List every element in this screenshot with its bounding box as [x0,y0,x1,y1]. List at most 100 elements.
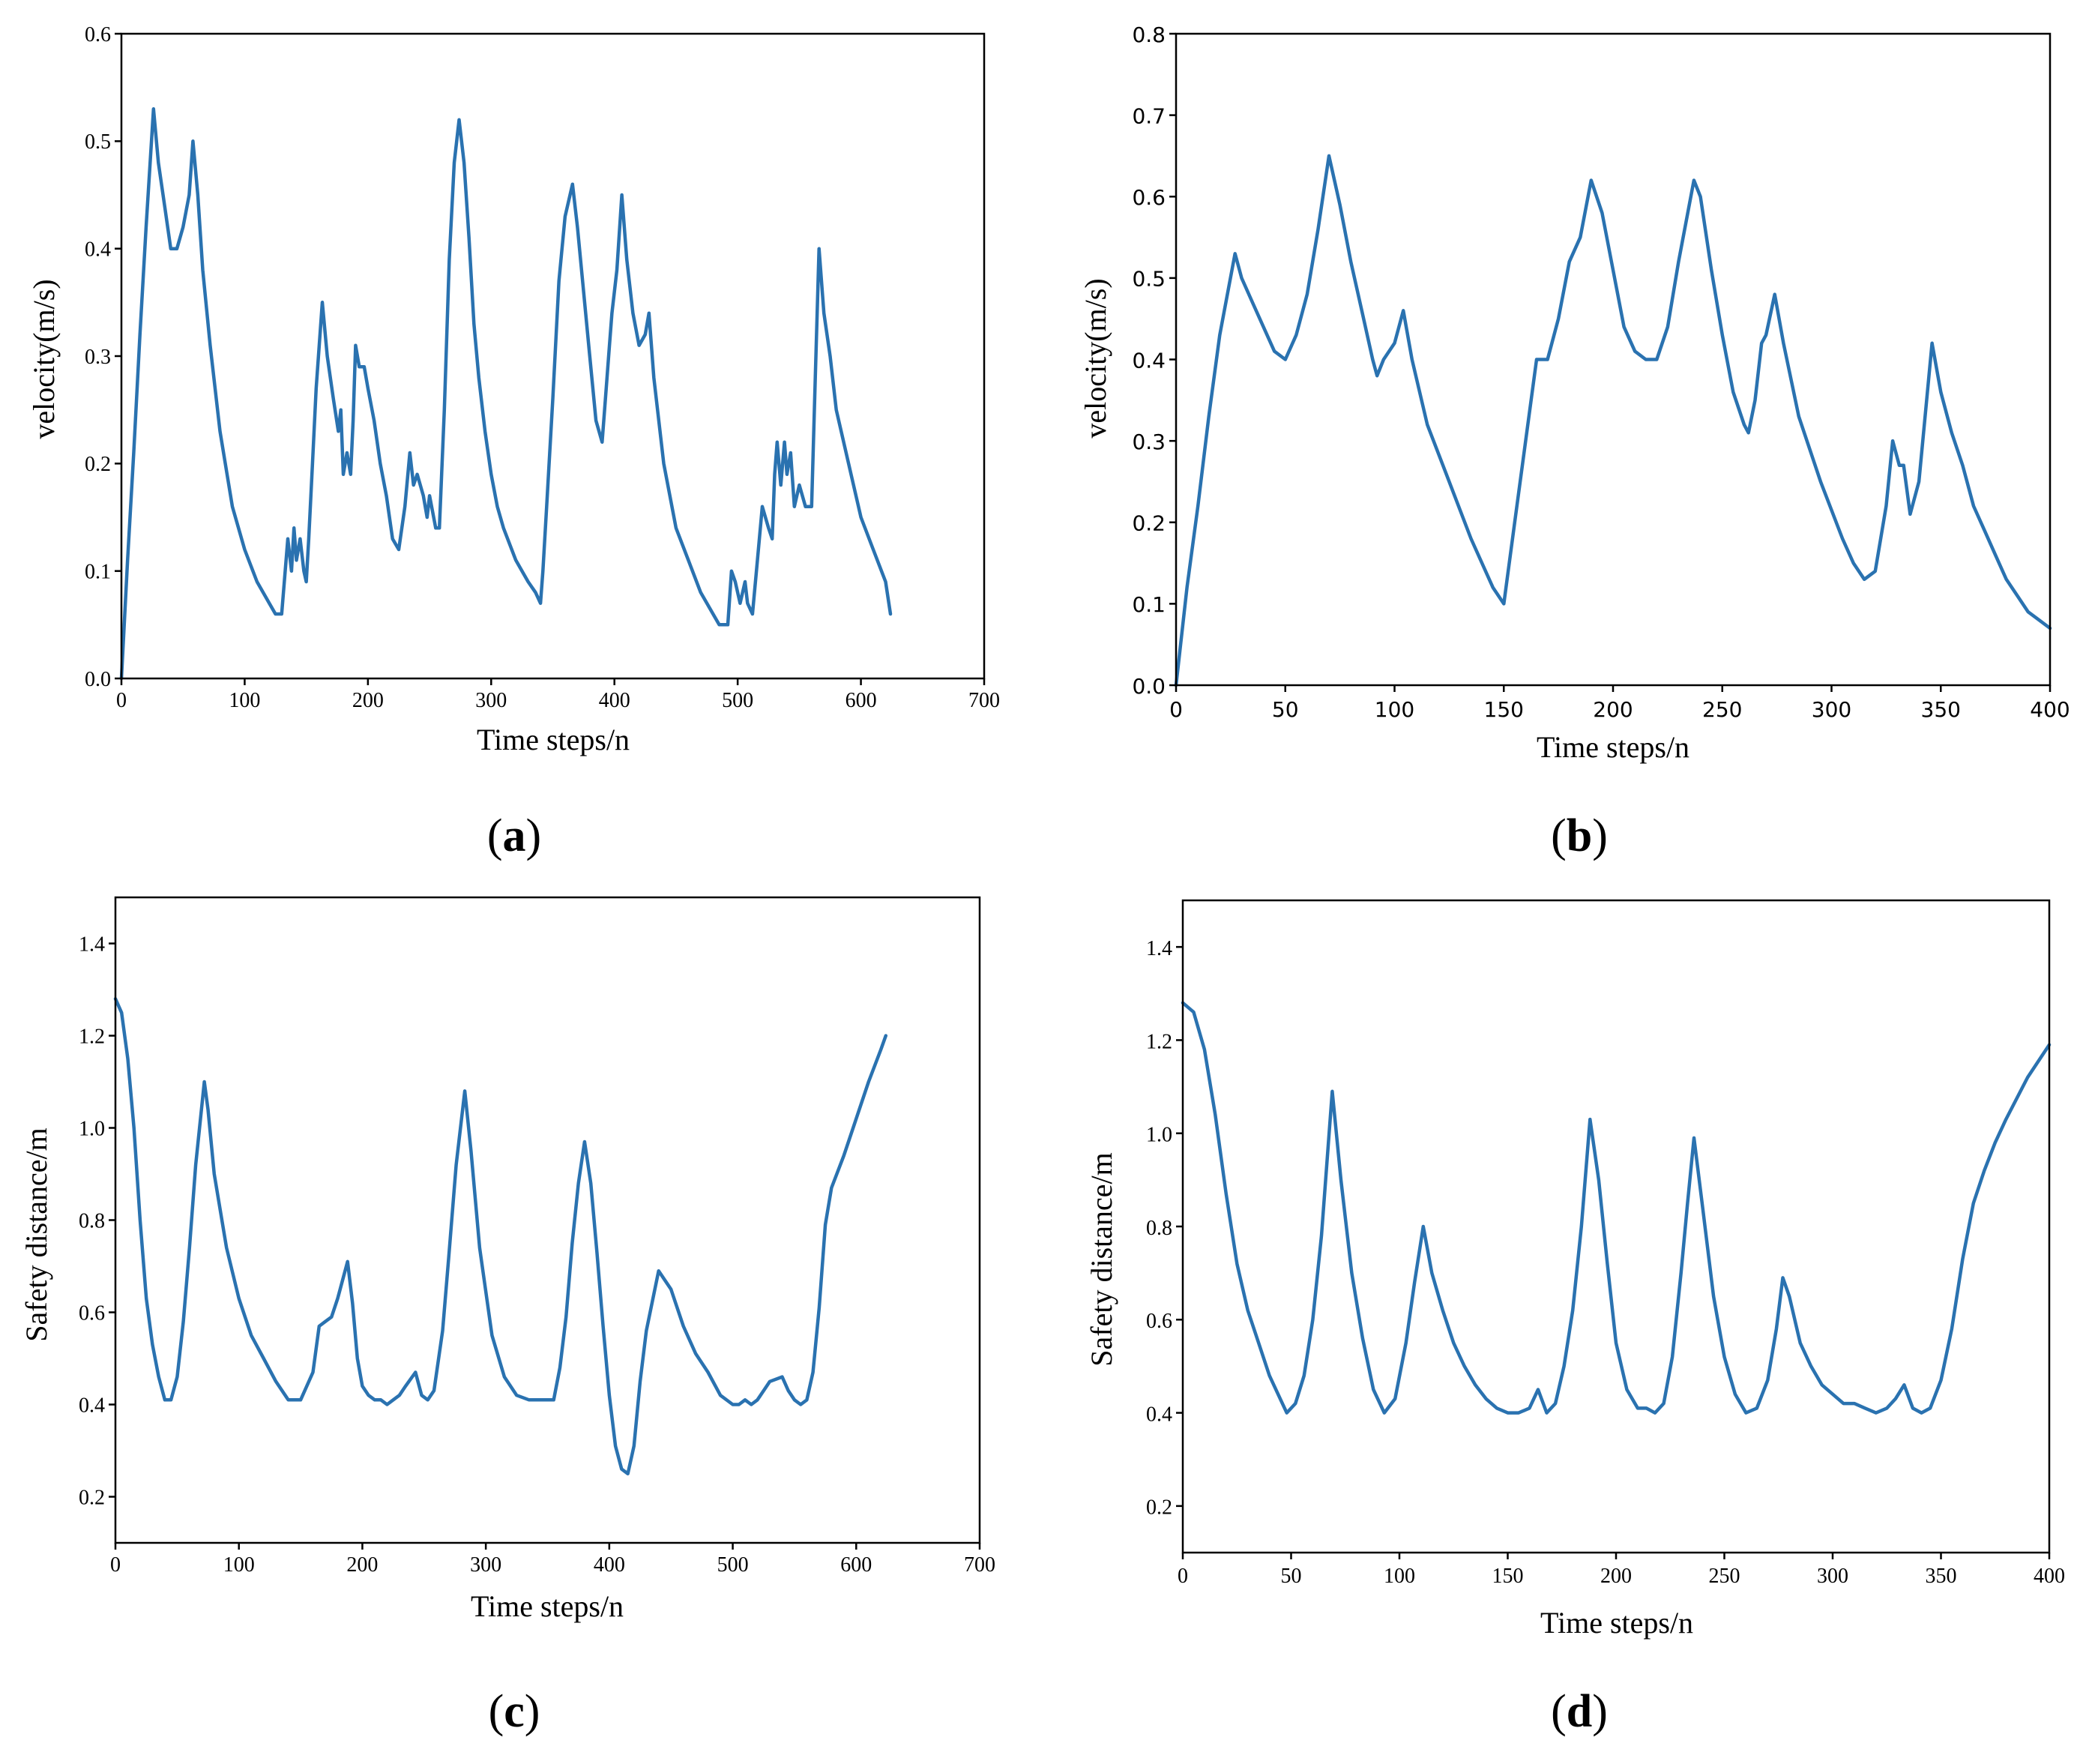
panel-a-caption-letter: a [503,810,526,861]
panel-b-ytick-label: 0.4 [1132,348,1166,373]
panel-c-series-line-0 [113,997,888,1476]
panel-c-xtick-label: 300 [470,1553,501,1577]
panel-b-series [1174,154,2052,687]
panel-d-xtick-label: 200 [1600,1565,1632,1588]
panel-a-xtick-label: 0 [116,689,127,712]
panel-b-ytick-label: 0.0 [1132,674,1166,699]
panel-c-series [113,997,888,1476]
panel-c-ytick-label: 0.6 [79,1301,105,1325]
panel-d-frame [1181,899,2051,1554]
panel-b-xtick-label: 150 [1484,697,1524,722]
panel-d-xtick-label: 400 [2034,1565,2065,1588]
panel-c-ytick-label: 1.0 [79,1117,105,1140]
panel-a-series-line-0 [119,107,893,681]
panel-c-xtick-label: 200 [346,1553,378,1577]
panel-a-axes: 0 100 200 300 400 500 600 700 0.0 0.1 0.2 0.3 0.4 0.5… [85,23,1000,712]
panel-a-xtick-label: 100 [229,689,260,712]
panel-b-ylabel: velocity(m/s) [1079,278,1112,438]
panel-c-caption-letter: c [504,1686,525,1737]
panel-a-ytick-label: 0.5 [85,130,111,154]
panel-b-ytick-label: 0.8 [1132,22,1166,47]
panel-c-ylabel: Safety distance/m [19,1128,53,1341]
panel-d-xtick-label: 350 [1926,1565,1957,1588]
panel-c-ytick-label: 1.4 [79,933,105,956]
panel-d-xlabel: Time steps/n [1540,1606,1693,1640]
panel-c-xtick-label: 400 [594,1553,625,1577]
panel-c-caption: (c) [489,1686,540,1737]
panel-a-xtick-label: 300 [475,689,507,712]
panel-a-xtick-label: 600 [845,689,877,712]
panel-a-ylabel: velocity(m/s) [27,279,61,439]
panel-b-axes: 0 50 100 150 200 250 300 350 400 0.0 0.1 0.2 0.3 0.4 0… [1132,22,2070,722]
panel-b-ytick-label: 0.5 [1132,267,1166,292]
panel-c-xtick-label: 100 [223,1553,255,1577]
panel-c-xtick-label: 600 [840,1553,872,1577]
panel-d-ytick-label: 0.4 [1146,1403,1172,1426]
panel-d-ytick-label: 0.2 [1146,1496,1172,1520]
panel-a-xtick-label: 700 [968,689,1000,712]
panel-b-xtick-label: 100 [1375,697,1414,722]
panel-d-ytick-label: 1.4 [1146,937,1172,960]
panel-d-axes: 0 50 100 150 200 250 300 350 400 0.2 0.4 0.6 0.8 1.0 1… [1146,899,2065,1588]
panel-d-series-line-0 [1181,1001,2052,1415]
panel-a-ytick-label: 0.0 [85,668,111,691]
panel-c-axes: 0 100 200 300 400 500 600 700 0.2 0.4 0.6 0.8 1.0 1.2… [79,896,995,1577]
panel-a-series [119,107,893,681]
panel-d-ytick-label: 0.6 [1146,1310,1172,1333]
panel-b-xtick-label: 400 [2030,697,2070,722]
panel-d: 0 50 100 150 200 250 300 350 400 0.2 0.4 0.6 0.8 1.0 1… [1085,899,2065,1737]
panel-c-ytick-label: 0.4 [79,1394,105,1417]
panel-b-caption: (b) [1551,810,1608,861]
panel-a-ytick-label: 0.6 [85,23,111,46]
panel-c-xtick-label: 0 [110,1553,121,1577]
panel-a-xtick-label: 200 [352,689,384,712]
panel-d-xtick-label: 300 [1817,1565,1848,1588]
panel-a-ytick-label: 0.4 [85,238,111,261]
panel-d-series [1181,1001,2052,1415]
panel-b-ytick-label: 0.2 [1132,511,1166,536]
panel-b-ytick-label: 0.1 [1132,592,1166,617]
panel-a-ytick-label: 0.1 [85,560,111,583]
panel-b-xtick-label: 300 [1812,697,1851,722]
panel-a-frame [120,32,986,680]
panel-c: 0 100 200 300 400 500 600 700 0.2 0.4 0.6 0.8 1.0 1.2… [19,896,995,1737]
panel-a-ytick-label: 0.3 [85,346,111,369]
panel-b-series-line-0 [1174,154,2052,687]
panel-c-xlabel: Time steps/n [471,1589,624,1623]
panel-b-ytick-label: 0.6 [1132,185,1166,210]
panel-a-caption: (a) [487,810,541,861]
panel-d-xtick-label: 50 [1281,1565,1302,1588]
panel-d-ylabel: Safety distance/m [1085,1152,1118,1366]
panel-c-ytick-label: 1.2 [79,1025,105,1048]
panel-c-ytick-label: 0.2 [79,1486,105,1509]
panel-b-xtick-label: 50 [1272,697,1299,722]
panel-b-ytick-label: 0.7 [1132,103,1166,128]
panel-c-xtick-label: 500 [717,1553,749,1577]
panel-b-caption-letter: b [1567,810,1592,861]
panel-d-ytick-label: 1.2 [1146,1030,1172,1053]
panel-a: 0 100 200 300 400 500 600 700 0.0 0.1 0.2 0.3 0.4 0.5… [27,23,1000,861]
panel-d-ytick-label: 1.0 [1146,1124,1172,1147]
panel-b-ytick-label: 0.3 [1132,430,1166,454]
panel-d-caption-letter: d [1567,1686,1592,1737]
panel-d-caption: (d) [1551,1686,1608,1737]
panel-d-xtick-label: 0 [1178,1565,1188,1588]
panel-d-xtick-label: 100 [1384,1565,1415,1588]
panel-c-frame [114,896,981,1544]
panel-b-frame [1175,32,2052,687]
panel-d-xtick-label: 250 [1709,1565,1740,1588]
panel-b-xtick-label: 200 [1593,697,1633,722]
panel-d-xtick-label: 150 [1492,1565,1524,1588]
panel-b-xtick-label: 250 [1702,697,1742,722]
panel-c-xtick-label: 700 [964,1553,995,1577]
panel-b-xlabel: Time steps/n [1537,730,1689,764]
panel-c-ytick-label: 0.8 [79,1209,105,1232]
panel-a-xtick-label: 500 [722,689,753,712]
panel-d-ytick-label: 0.8 [1146,1217,1172,1240]
panel-b: 0 50 100 150 200 250 300 350 400 0.0 0.1 0.2 0.3 0.4 0… [1079,22,2070,861]
panel-a-ytick-label: 0.2 [85,453,111,476]
panel-a-xtick-label: 400 [599,689,630,712]
panel-b-xtick-label: 350 [1921,697,1961,722]
panel-a-xlabel: Time steps/n [477,723,630,756]
